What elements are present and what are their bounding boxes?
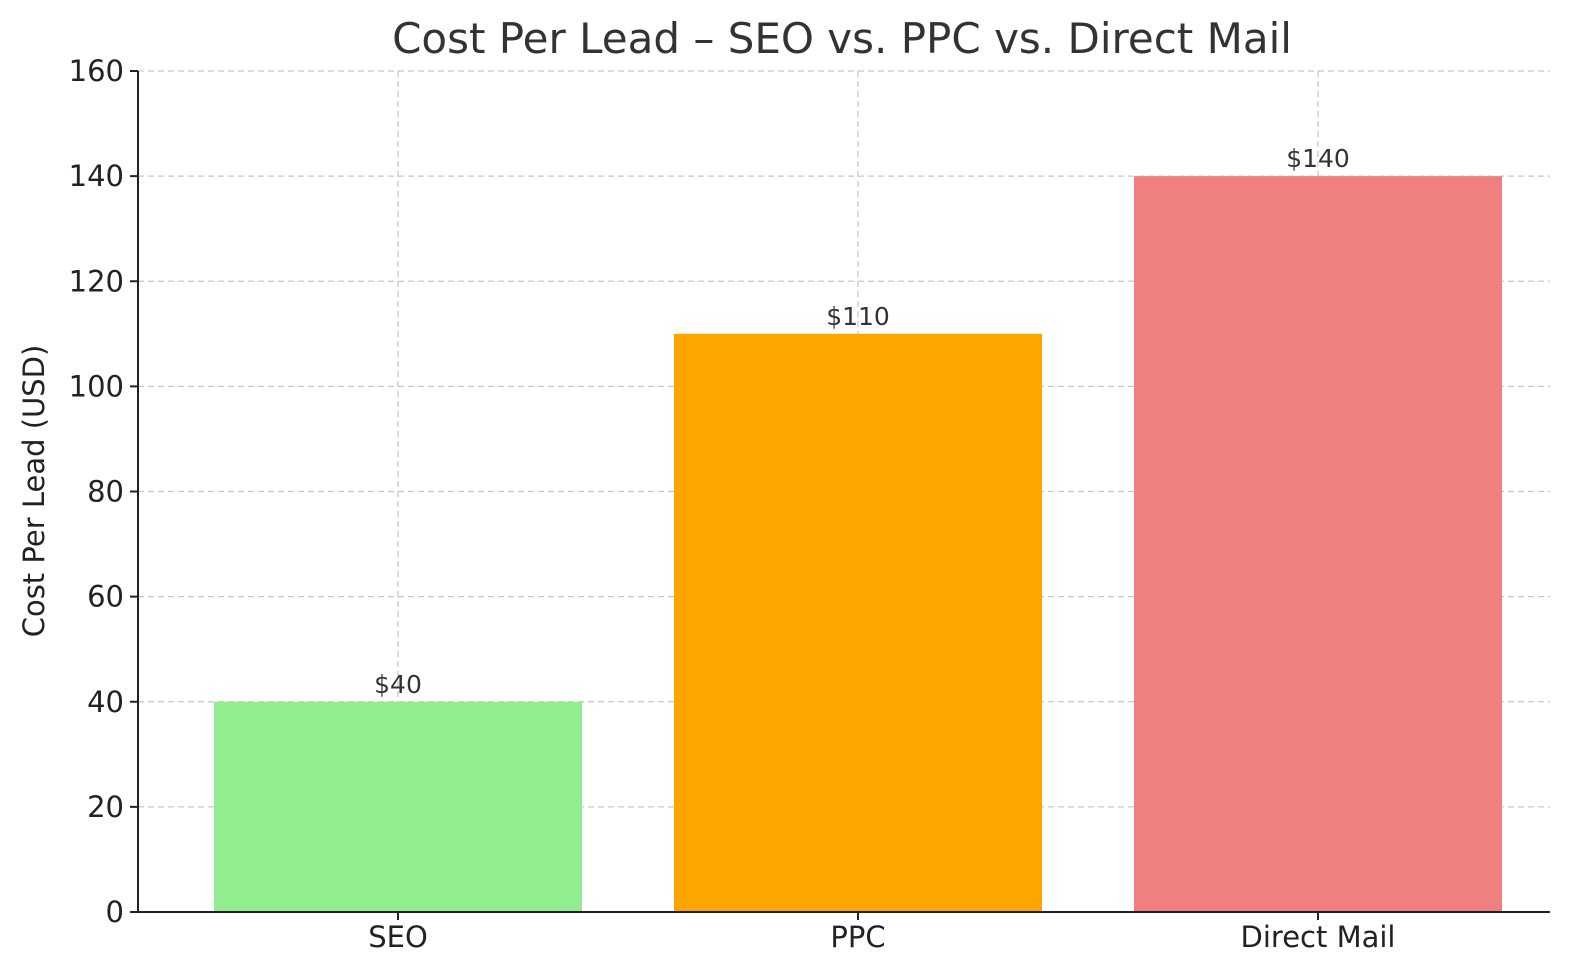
y-tick-label: 20 xyxy=(87,790,124,824)
bars xyxy=(214,176,1502,912)
y-tick-label: 0 xyxy=(106,895,124,929)
y-tick-label: 100 xyxy=(69,369,124,403)
x-tick-label: Direct Mail xyxy=(1241,920,1396,954)
bar xyxy=(214,701,582,912)
data-label: $40 xyxy=(374,670,422,699)
chart-title: Cost Per Lead – SEO vs. PPC vs. Direct M… xyxy=(392,14,1292,63)
x-tick-label: SEO xyxy=(368,920,428,954)
labels: 0 20 40 60 80 100 120 140 160 $40 SEO $110 PPC $140 Di… xyxy=(69,54,1396,954)
y-tick-label: 140 xyxy=(69,159,124,193)
axes xyxy=(130,70,1550,920)
y-tick-label: 160 xyxy=(69,54,124,88)
bar xyxy=(674,333,1042,912)
y-axis-label: Cost Per Lead (USD) xyxy=(17,345,51,638)
y-tick-label: 120 xyxy=(69,264,124,298)
y-tick-label: 80 xyxy=(87,475,124,509)
y-tick-label: 40 xyxy=(87,685,124,719)
data-label: $110 xyxy=(826,302,890,331)
y-tick-label: 60 xyxy=(87,580,124,614)
bar xyxy=(1134,176,1502,912)
x-tick-label: PPC xyxy=(830,920,885,954)
data-label: $140 xyxy=(1286,144,1350,173)
